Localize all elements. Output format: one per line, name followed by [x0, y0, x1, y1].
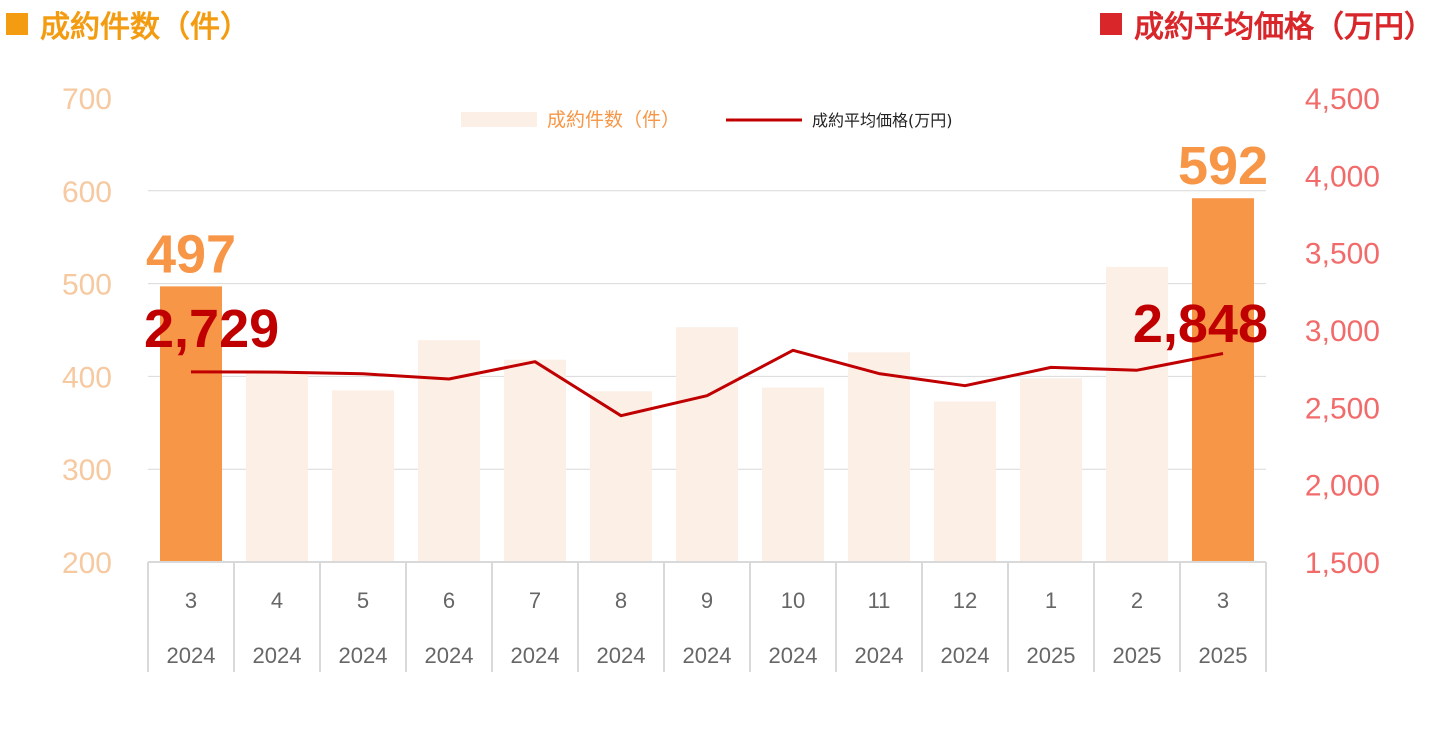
left-axis-title: 成約件数（件）	[6, 2, 250, 46]
year-label: 2024	[425, 643, 474, 668]
last-count-label: 592	[1178, 136, 1268, 196]
month-label: 12	[953, 588, 977, 613]
year-label: 2024	[769, 643, 818, 668]
first-price-label: 2,729	[144, 299, 279, 359]
month-label: 1	[1045, 588, 1057, 613]
price-line	[190, 348, 1224, 418]
last-price-label: 2,848	[1133, 294, 1268, 354]
bar	[1106, 266, 1168, 562]
left-tick-label: 700	[62, 83, 112, 116]
year-label: 2025	[1027, 643, 1076, 668]
left-axis-title-text: 成約件数（件）	[40, 10, 250, 45]
bar	[332, 390, 394, 562]
year-label: 2025	[1113, 643, 1162, 668]
right-tick-label: 3,000	[1305, 315, 1380, 348]
year-label: 2024	[511, 643, 560, 668]
year-label: 2024	[597, 643, 646, 668]
month-label: 4	[271, 588, 283, 613]
bar	[1192, 198, 1254, 562]
year-label: 2024	[253, 643, 302, 668]
year-label: 2024	[683, 643, 732, 668]
right-axis-title-text: 成約平均価格（万円）	[1134, 10, 1434, 45]
bar	[504, 359, 566, 562]
month-label: 10	[781, 588, 805, 613]
year-label: 2025	[1199, 643, 1248, 668]
month-label: 7	[529, 588, 541, 613]
data-labels: 497 592 2,729 2,848	[144, 136, 1268, 359]
bar	[676, 327, 738, 562]
legend-bar-swatch	[461, 112, 537, 127]
month-label: 9	[701, 588, 713, 613]
month-label: 3	[1217, 588, 1229, 613]
left-tick-label: 200	[62, 547, 112, 580]
month-label: 8	[615, 588, 627, 613]
bar	[848, 352, 910, 562]
year-label: 2024	[339, 643, 388, 668]
left-tick-label: 400	[62, 361, 112, 394]
legend-bar-label: 成約件数（件）	[547, 109, 680, 131]
legend: 成約件数（件） 成約平均価格(万円)	[461, 109, 953, 131]
month-label: 5	[357, 588, 369, 613]
month-label: 3	[185, 588, 197, 613]
bar	[246, 372, 308, 562]
year-label: 2024	[167, 643, 216, 668]
right-tick-label: 2,000	[1305, 470, 1380, 503]
right-axis-title: 成約平均価格（万円）	[1100, 2, 1434, 46]
orange-square-icon	[6, 13, 28, 35]
right-tick-label: 4,500	[1305, 83, 1380, 116]
month-label: 11	[868, 588, 891, 613]
line-series	[190, 348, 1224, 418]
bar	[762, 387, 824, 562]
bar	[160, 286, 222, 562]
first-count-label: 497	[146, 224, 236, 284]
legend-line-label: 成約平均価格(万円)	[812, 111, 953, 130]
left-tick-label: 600	[62, 176, 112, 209]
left-tick-label: 300	[62, 454, 112, 487]
axes: 200 300 400 500 600 700 1,500 2,000 2,500 3,000 3,…	[62, 83, 1380, 672]
year-label: 2024	[855, 643, 904, 668]
right-tick-label: 1,500	[1305, 547, 1380, 580]
red-square-icon	[1100, 13, 1122, 35]
bar-series	[160, 198, 1254, 562]
bar	[1020, 378, 1082, 562]
year-label: 2024	[941, 643, 990, 668]
month-label: 2	[1131, 588, 1143, 613]
month-label: 6	[443, 588, 455, 613]
left-tick-label: 500	[62, 269, 112, 302]
right-tick-label: 3,500	[1305, 238, 1380, 271]
right-tick-label: 2,500	[1305, 392, 1380, 425]
bar	[590, 391, 652, 562]
bar	[934, 401, 996, 562]
right-tick-label: 4,000	[1305, 160, 1380, 193]
